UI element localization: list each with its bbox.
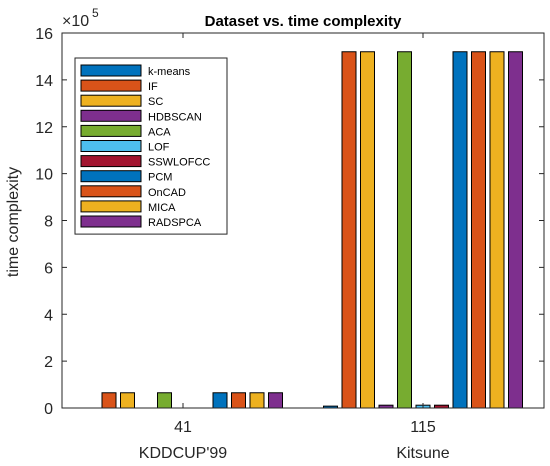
legend-swatch: [80, 170, 142, 183]
x-tick-label: 115: [410, 419, 436, 436]
x-tick-label: 41: [174, 419, 192, 436]
legend-swatch: [80, 124, 142, 137]
legend-label: HDBSCAN: [148, 111, 202, 123]
x-axis-ticks: 41 KDDCUP'99 115 Kitsune: [139, 33, 450, 462]
y-tick-label: 0: [44, 401, 53, 418]
bar-oncad-0: [231, 392, 246, 409]
legend-swatch: [80, 94, 142, 107]
bar-radspca-0: [268, 392, 283, 409]
legend-swatch: [80, 155, 142, 168]
y-axis-exponent-base: ×10: [62, 13, 89, 30]
y-axis-exponent: ×10 5: [62, 6, 99, 30]
y-tick-label: 12: [35, 120, 53, 137]
bar-sc-1: [360, 51, 375, 409]
legend-label: k-means: [148, 66, 191, 78]
bar-aca-1: [397, 51, 412, 409]
bar-if-1: [341, 51, 357, 409]
legend-label: LOF: [148, 142, 170, 154]
bar-pcm-0: [212, 392, 228, 409]
y-axis-exponent-power: 5: [92, 6, 99, 20]
legend-swatch: [80, 109, 142, 122]
legend-swatch: [80, 79, 142, 92]
y-tick-label: 4: [44, 307, 53, 324]
bar-oncad-1: [471, 51, 486, 409]
bar-if-0: [101, 392, 117, 409]
x-category-name: Kitsune: [396, 445, 449, 462]
legend-label: PCM: [148, 172, 172, 184]
y-tick-label: 8: [44, 214, 53, 231]
legend-label: OnCAD: [148, 187, 186, 199]
legend-label: ACA: [148, 126, 171, 138]
y-tick-label: 14: [35, 73, 53, 90]
y-axis-label: time complexity: [5, 167, 22, 277]
y-tick-label: 2: [44, 354, 53, 371]
legend-label: SSWLOFCC: [148, 157, 210, 169]
legend-swatch: [80, 215, 142, 228]
legend-label: IF: [148, 81, 158, 93]
legend-label: SC: [148, 96, 163, 108]
bar-aca-0: [157, 392, 172, 409]
legend-swatch: [80, 140, 142, 152]
bar-mica-0: [249, 392, 265, 409]
legend-label: MICA: [148, 202, 176, 214]
y-tick-label: 10: [35, 167, 53, 184]
bar-mica-1: [489, 51, 505, 409]
legend-swatch: [80, 64, 142, 77]
bar-radspca-1: [508, 51, 523, 409]
y-axis-ticks: 0 2 4 6 8 10 12 14 16: [35, 26, 544, 418]
y-tick-label: 16: [35, 26, 53, 43]
legend-swatch: [80, 185, 142, 198]
bar-sc-0: [120, 392, 135, 409]
legend-swatch: [80, 200, 142, 213]
bar-pcm-1: [452, 51, 468, 409]
legend: k-means IF SC HDBSCAN ACA LOF SSWLOFCC PCM OnCAD…: [74, 57, 228, 235]
x-category-name: KDDCUP'99: [139, 445, 228, 462]
y-tick-label: 6: [44, 260, 53, 277]
legend-label: RADSPCA: [148, 217, 202, 229]
chart-title: Dataset vs. time complexity: [205, 13, 402, 30]
plot-frame: [61, 32, 545, 409]
